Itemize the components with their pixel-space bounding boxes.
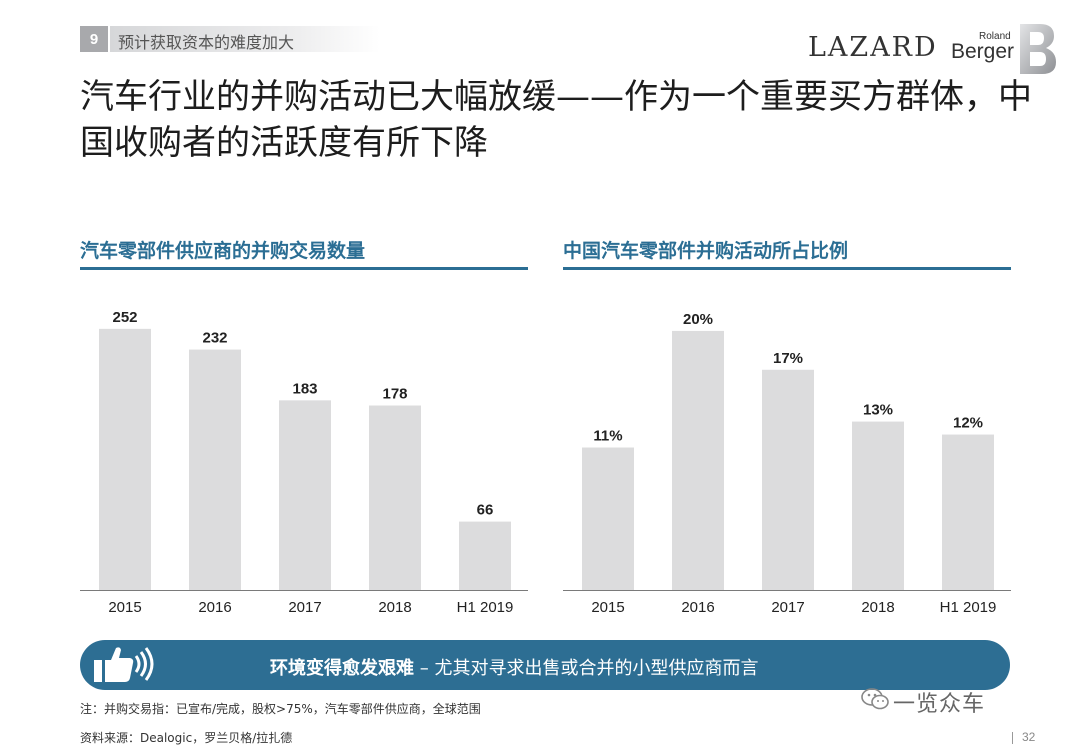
deal-count-data-label: 183: [292, 380, 317, 397]
footnote: 注：并购交易指：已宣布/完成，股权>75%，汽车零部件供应商，全球范围: [80, 702, 481, 716]
china-share-bar: [672, 330, 724, 590]
lazard-logo: LAZARD: [808, 32, 938, 63]
chart-title-right: 中国汽车零部件并购活动所占比例: [563, 240, 849, 262]
page-number: 32: [1022, 730, 1036, 744]
thumbs-up-icon: [94, 647, 154, 682]
roland-berger-logo: Berger: [951, 40, 1015, 63]
deal-count-x-tick-label: 2018: [378, 599, 411, 616]
section-number-badge: 9: [80, 26, 108, 52]
wechat-icon: [861, 688, 889, 710]
china-share-data-label: 12%: [953, 415, 983, 432]
china-share-x-tick-label: 2018: [861, 599, 894, 616]
china-share-data-label: 20%: [683, 311, 713, 328]
deal-count-bar: [279, 400, 331, 590]
deal-count-bar: [459, 521, 511, 590]
watermark-text: 一览众车: [893, 692, 986, 717]
deal-count-x-tick-label: H1 2019: [457, 599, 514, 616]
key-message-banner: [80, 640, 1010, 690]
deal-count-data-label: 66: [477, 502, 494, 519]
china-share-bar: [942, 434, 994, 590]
china-share-x-tick-label: 2016: [681, 599, 714, 616]
china-share-x-tick-label: 2017: [771, 599, 804, 616]
deal-count-bar: [369, 405, 421, 590]
china-share-bar: [762, 369, 814, 590]
china-share-x-tick-label: 2015: [591, 599, 624, 616]
deal-count-bar: [189, 349, 241, 590]
page-separator: [1012, 732, 1013, 744]
china-share-bar-chart: 11% 2015 20% 2016 17% 2017 13% 2018 12% H1 2019: [563, 311, 1011, 616]
deal-count-bar: [99, 328, 151, 590]
china-share-data-label: 13%: [863, 402, 893, 419]
chart-title-left: 汽车零部件供应商的并购交易数量: [80, 240, 366, 262]
deal-count-x-tick-label: 2016: [198, 599, 231, 616]
china-share-data-label: 11%: [593, 428, 622, 445]
chart-rule-left: [80, 267, 528, 270]
source-note: 资料来源：Dealogic，罗兰贝格/拉扎德: [80, 731, 293, 745]
section-bar: [110, 26, 380, 52]
deal-count-data-label: 232: [202, 330, 227, 347]
china-share-data-label: 17%: [773, 350, 803, 367]
banner-message: 环境变得愈发艰难 – 尤其对寻求出售或合并的小型供应商而言: [270, 654, 758, 680]
section-title: 预计获取资本的难度加大: [118, 33, 295, 52]
deal-count-x-tick-label: 2017: [288, 599, 321, 616]
banner-message-rest: – 尤其对寻求出售或合并的小型供应商而言: [414, 658, 759, 679]
deal-count-bar-chart: 252 2015 232 2016 183 2017 178 2018 66 H1 2019: [80, 309, 528, 616]
deal-count-x-tick-label: 2015: [108, 599, 141, 616]
roland-berger-logo-small: Roland: [979, 31, 1011, 42]
page-headline: 汽车行业的并购活动已大幅放缓——作为一个重要买方群体，中国收购者的活跃度有所下降: [80, 77, 1032, 163]
deal-count-data-label: 252: [112, 309, 137, 326]
china-share-bar: [582, 447, 634, 590]
china-share-bar: [852, 421, 904, 590]
china-share-x-tick-label: H1 2019: [940, 599, 997, 616]
roland-berger-b-icon: [1020, 24, 1056, 74]
chart-rule-right: [563, 267, 1011, 270]
deal-count-data-label: 178: [382, 386, 407, 403]
banner-message-bold: 环境变得愈发艰难: [270, 658, 414, 679]
